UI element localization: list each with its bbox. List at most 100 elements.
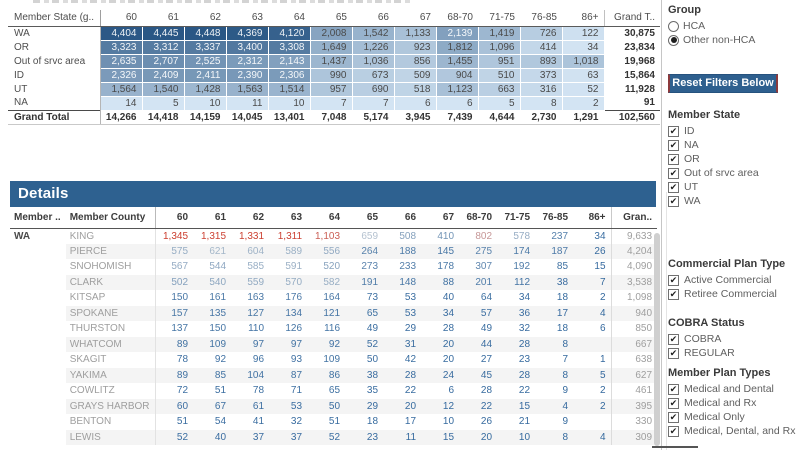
details-value-cell[interactable]: 508	[399, 230, 417, 242]
details-value-cell[interactable]: 591	[285, 261, 303, 273]
details-value-cell[interactable]: 20	[383, 398, 422, 414]
details-county-label[interactable]: KITSAP	[65, 290, 156, 306]
details-value-cell[interactable]: 64	[480, 292, 493, 304]
details-value-cell[interactable]: 92	[214, 354, 227, 366]
details-value-cell[interactable]: 41	[252, 416, 265, 428]
details-value-cell[interactable]: 20	[442, 354, 455, 366]
details-value-cell[interactable]: 24	[421, 367, 460, 383]
details-col-header[interactable]: 67	[421, 207, 460, 229]
details-value-cell[interactable]: 8	[535, 429, 574, 445]
summary-value-cell[interactable]: 14	[100, 96, 143, 111]
details-grand-cell[interactable]: 330	[610, 414, 658, 430]
details-value-cell[interactable]: 34	[594, 230, 606, 242]
summary-value-cell[interactable]: 7	[310, 96, 353, 111]
checkbox-checked-icon[interactable]: ✔	[668, 153, 679, 165]
details-value-cell[interactable]: 121	[307, 305, 346, 321]
details-value-cell[interactable]: 32	[518, 323, 531, 335]
checkbox-checked-icon[interactable]: ✔	[668, 139, 679, 151]
details-value-cell[interactable]: 145	[421, 243, 460, 259]
details-value-cell[interactable]: 12	[421, 398, 460, 414]
details-value-cell[interactable]: 567	[171, 261, 189, 273]
summary-value-cell[interactable]: 2,411	[184, 68, 227, 83]
details-value-cell[interactable]: 237	[551, 230, 569, 242]
details-value-cell[interactable]: 135	[193, 305, 232, 321]
details-value-cell[interactable]: 34	[421, 305, 460, 321]
details-grand-col-header[interactable]: Gran..	[610, 207, 658, 229]
checkbox-checked-icon[interactable]: ✔	[668, 125, 679, 137]
details-state-header[interactable]: Member ..	[10, 207, 66, 229]
details-value-cell[interactable]: 589	[269, 243, 308, 259]
checkbox-checked-icon[interactable]: ✔	[668, 383, 679, 395]
details-value-cell[interactable]: 27	[480, 354, 493, 366]
summary-value-cell[interactable]: 10	[268, 96, 311, 111]
summary-value-cell[interactable]: 1,123	[436, 82, 479, 97]
details-county-label[interactable]: SKAGIT	[65, 352, 156, 368]
details-value-cell[interactable]: 233	[399, 261, 417, 273]
details-value-cell[interactable]: 89	[155, 336, 194, 352]
details-value-cell[interactable]: 87	[269, 367, 308, 383]
details-value-cell[interactable]: 15	[421, 429, 460, 445]
summary-grand-cell[interactable]: 11,928	[603, 82, 660, 96]
details-value-cell[interactable]: 659	[361, 230, 379, 242]
details-grand-cell[interactable]: 638	[610, 352, 658, 368]
radio-option-hca[interactable]: HCA	[668, 19, 798, 33]
details-value-cell[interactable]: 50	[307, 398, 346, 414]
details-value-cell[interactable]: 37	[231, 429, 270, 445]
summary-corner-header[interactable]: Member State (g..	[8, 10, 101, 27]
details-grand-cell[interactable]: 667	[610, 336, 658, 352]
details-value-cell[interactable]: 29	[345, 398, 384, 414]
filter-checkbox-item[interactable]: ✔ WA	[668, 194, 798, 208]
summary-value-cell[interactable]: 3,308	[268, 40, 311, 55]
details-value-cell[interactable]: 32	[290, 416, 303, 428]
details-value-cell[interactable]: 802	[475, 230, 493, 242]
details-value-cell[interactable]: 67	[193, 398, 232, 414]
summary-value-cell[interactable]: 2	[562, 96, 605, 111]
details-grand-cell[interactable]: 395	[610, 398, 658, 414]
details-value-cell[interactable]: 544	[209, 261, 227, 273]
checkbox-checked-icon[interactable]: ✔	[668, 195, 679, 207]
details-value-cell[interactable]: 191	[345, 274, 384, 290]
details-grand-cell[interactable]: 1,098	[610, 290, 658, 306]
summary-value-cell[interactable]: 5	[478, 96, 521, 111]
summary-row-label[interactable]: Out of srvc area	[8, 54, 101, 68]
summary-value-cell[interactable]: 2,306	[268, 68, 311, 83]
summary-col-header[interactable]: 86+	[562, 10, 604, 27]
summary-value-cell[interactable]: 509	[394, 68, 437, 83]
details-value-cell[interactable]: 11	[383, 429, 422, 445]
details-value-cell[interactable]: 21	[518, 416, 531, 428]
details-value-cell[interactable]: 174	[497, 243, 536, 259]
summary-value-cell[interactable]: 1,564	[100, 82, 143, 97]
details-value-cell[interactable]: 127	[231, 305, 270, 321]
summary-col-header[interactable]: 66	[352, 10, 394, 27]
details-county-label[interactable]: WHATCOM	[65, 336, 156, 352]
details-value-cell[interactable]: 89	[155, 367, 194, 383]
filter-checkbox-item[interactable]: ✔ Out of srvc area	[668, 166, 798, 180]
summary-value-cell[interactable]: 518	[394, 82, 437, 97]
summary-grand-cell[interactable]: 23,834	[603, 40, 660, 54]
summary-value-cell[interactable]: 2,326	[100, 68, 143, 83]
details-grand-cell[interactable]: 627	[610, 367, 658, 383]
checkbox-checked-icon[interactable]: ✔	[668, 181, 679, 193]
details-value-cell[interactable]: 1,311	[277, 230, 303, 242]
radio-icon[interactable]	[668, 20, 679, 32]
details-value-cell[interactable]: 22	[404, 385, 417, 397]
details-value-cell[interactable]	[573, 336, 612, 352]
details-col-header[interactable]: 62	[231, 207, 270, 229]
details-value-cell[interactable]: 150	[171, 292, 189, 304]
details-value-cell[interactable]: 78	[176, 354, 189, 366]
checkbox-checked-icon[interactable]: ✔	[668, 411, 679, 423]
checkbox-checked-icon[interactable]: ✔	[668, 347, 679, 359]
details-col-header[interactable]: 68-70	[459, 207, 498, 229]
details-value-cell[interactable]: 116	[324, 323, 341, 335]
details-value-cell[interactable]: 53	[404, 292, 417, 304]
details-state-label[interactable]: WA	[10, 228, 66, 445]
details-value-cell[interactable]: 15	[594, 261, 606, 273]
details-value-cell[interactable]: 73	[366, 292, 379, 304]
details-value-cell[interactable]: 575	[155, 243, 194, 259]
filter-checkbox-item[interactable]: ✔ Medical and Rx	[668, 396, 798, 410]
details-value-cell[interactable]: 4	[573, 429, 612, 445]
details-value-cell[interactable]: 110	[248, 323, 265, 335]
summary-col-header[interactable]: 76-85	[520, 10, 562, 27]
details-county-header[interactable]: Member County	[65, 207, 156, 229]
details-value-cell[interactable]: 275	[459, 243, 498, 259]
